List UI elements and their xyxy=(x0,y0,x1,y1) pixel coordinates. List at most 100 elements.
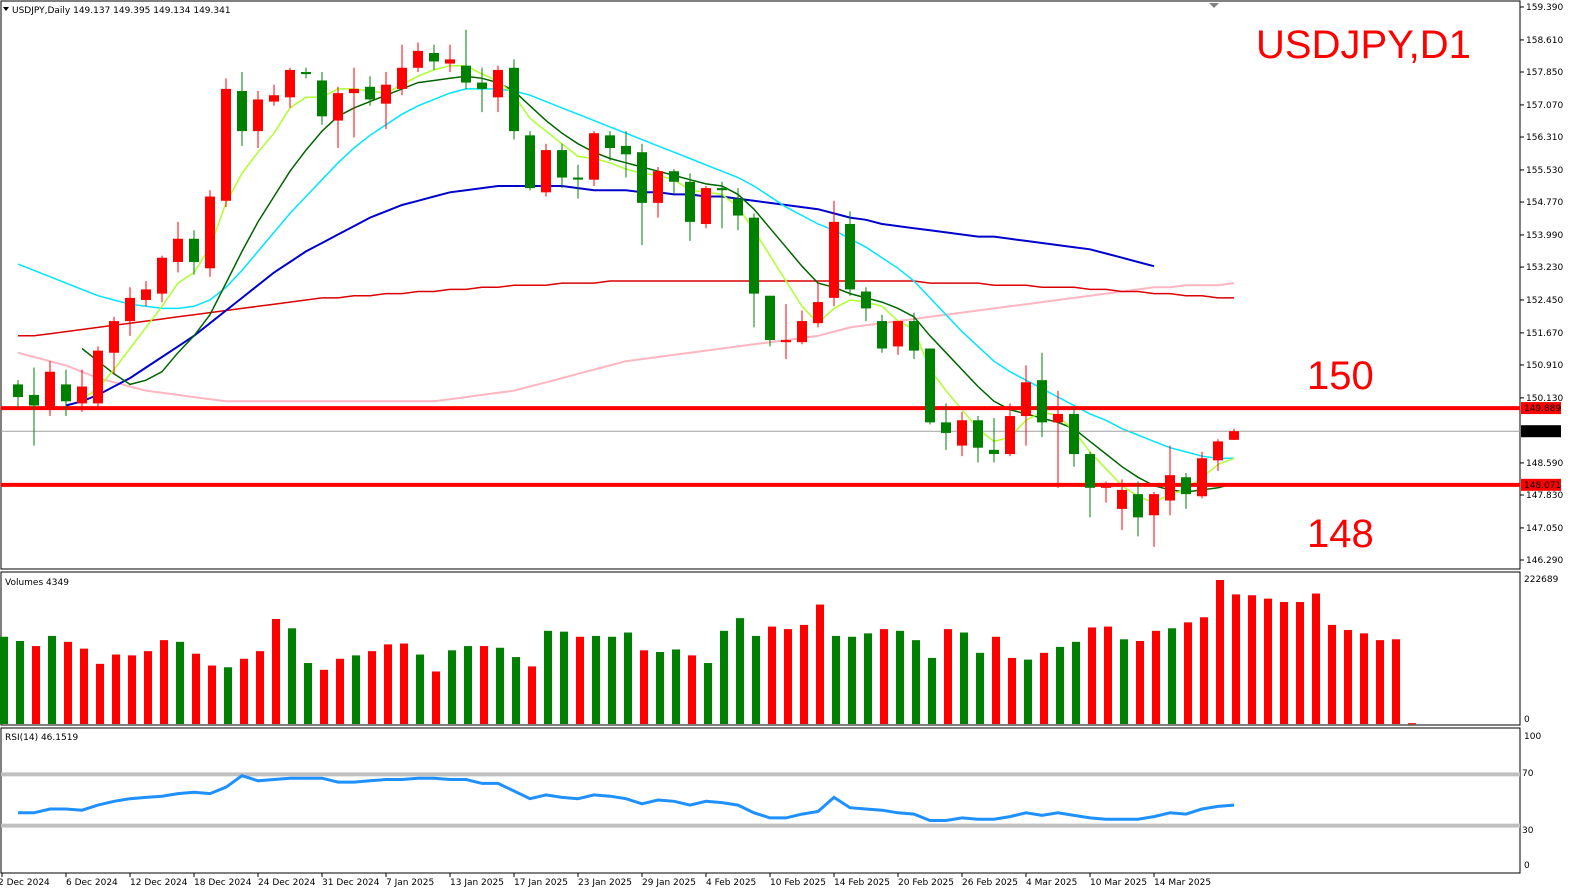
volume-bar xyxy=(32,646,40,724)
candle-body xyxy=(653,171,663,203)
price-tick-label: 158.610 xyxy=(1526,36,1563,46)
candle-body xyxy=(525,135,535,189)
candle-body xyxy=(557,150,567,178)
volume-bar xyxy=(1040,652,1048,724)
date-tick-label: 17 Jan 2025 xyxy=(514,878,568,888)
volume-bar xyxy=(1232,594,1240,724)
price-panel[interactable] xyxy=(0,0,1521,570)
rsi-line xyxy=(18,774,1235,822)
candle-body xyxy=(989,449,999,455)
volume-bar xyxy=(1264,598,1272,724)
candle-body xyxy=(1181,477,1191,495)
candle-body xyxy=(621,145,631,155)
rsi-label: RSI(14) 46.1519 xyxy=(5,733,78,743)
candle-body xyxy=(1117,489,1127,509)
candle-body xyxy=(1149,494,1159,516)
price-tick-label: 152.450 xyxy=(1526,296,1563,306)
volume-bar xyxy=(736,618,744,724)
date-tick-label: 4 Mar 2025 xyxy=(1026,878,1077,888)
volume-bar xyxy=(208,665,216,724)
volume-bar xyxy=(976,652,984,724)
date-tick-label: 10 Mar 2025 xyxy=(1090,878,1147,888)
date-tick-label: 20 Feb 2025 xyxy=(898,878,954,888)
candle-body xyxy=(701,188,711,224)
date-axis: 2 Dec 2024 6 Dec 2024 12 Dec 2024 18 Dec 20… xyxy=(0,873,1211,888)
volume-bar xyxy=(368,651,376,724)
candle-body xyxy=(1213,441,1223,461)
rsi-tick-70: 70 xyxy=(1522,769,1534,779)
candle-body xyxy=(589,133,599,180)
candle-body xyxy=(429,53,439,62)
volume-bar xyxy=(288,628,296,724)
scroll-marker-icon[interactable] xyxy=(1209,3,1219,8)
candle-body xyxy=(733,198,743,216)
candle-body xyxy=(205,196,215,269)
candle-body xyxy=(317,80,327,117)
candle-body xyxy=(189,238,199,262)
volume-bar xyxy=(1152,630,1160,724)
price-tick-label: 148.590 xyxy=(1526,459,1563,469)
candle-body xyxy=(957,420,967,446)
date-tick-label: 10 Feb 2025 xyxy=(770,878,826,888)
volume-bar xyxy=(96,663,104,724)
volume-bar xyxy=(640,650,648,724)
volume-bar xyxy=(176,641,184,724)
price-tag-bg xyxy=(1521,402,1561,415)
price-tick-label: 147.830 xyxy=(1526,491,1563,501)
symbol-dropdown-icon[interactable] xyxy=(3,7,9,11)
current-price-tag-bg xyxy=(1521,425,1561,438)
volume-bar xyxy=(480,646,488,724)
volume-bar xyxy=(528,666,536,724)
horizontal-levels[interactable]: 149.889 148.071 149.341 xyxy=(1,402,1561,491)
volume-bar xyxy=(944,629,952,724)
candle-body xyxy=(477,82,487,89)
candle-body xyxy=(141,289,151,300)
price-tag-bg xyxy=(1521,478,1561,491)
volume-bar xyxy=(768,626,776,724)
candle-body xyxy=(445,59,455,64)
price-tag-label: 148.071 xyxy=(1524,481,1561,491)
volume-bar xyxy=(1344,629,1352,724)
candle-body xyxy=(813,302,823,324)
volume-bar xyxy=(64,641,72,724)
price-tick-label: 159.390 xyxy=(1526,3,1563,13)
volume-bar xyxy=(912,640,920,724)
volume-bar xyxy=(240,658,248,724)
candle-body xyxy=(13,384,23,398)
volume-bar xyxy=(1120,639,1128,724)
date-tick-label: 24 Dec 2024 xyxy=(258,878,316,888)
candle-body xyxy=(493,69,503,98)
volume-bar xyxy=(816,604,824,724)
candle-body xyxy=(61,384,71,402)
candle-body xyxy=(237,91,247,132)
candle-body xyxy=(1197,458,1207,497)
volume-bar xyxy=(1136,640,1144,724)
candle-body xyxy=(301,72,311,75)
date-tick-label: 4 Feb 2025 xyxy=(706,878,756,888)
volume-bar xyxy=(1072,641,1080,724)
annotation-148: 148 xyxy=(1307,512,1374,556)
date-tick-label: 26 Feb 2025 xyxy=(962,878,1018,888)
ma-pink-line xyxy=(17,282,1235,403)
volume-bar xyxy=(688,655,696,724)
volume-bar xyxy=(1328,624,1336,724)
volume-bar xyxy=(112,654,120,724)
volume-bar xyxy=(432,671,440,724)
date-tick-label: 23 Jan 2025 xyxy=(578,878,632,888)
candle-body xyxy=(541,150,551,193)
volume-bar xyxy=(800,624,808,724)
price-axis: 159.390 158.610 157.850 157.070 156.310 155.5… xyxy=(1520,3,1563,566)
price-tick-label: 146.290 xyxy=(1526,556,1563,566)
price-tick-label: 150.910 xyxy=(1526,361,1563,371)
date-tick-label: 14 Mar 2025 xyxy=(1154,878,1211,888)
price-tick-label: 155.530 xyxy=(1526,166,1563,176)
volume-bar xyxy=(1248,595,1256,724)
candle-body xyxy=(685,181,695,222)
volume-bar xyxy=(1088,627,1096,724)
candle-body xyxy=(173,238,183,262)
rsi-panel[interactable] xyxy=(0,727,1521,874)
candle-body xyxy=(845,223,855,290)
date-tick-label: 2 Dec 2024 xyxy=(0,878,50,888)
volume-bar xyxy=(352,655,360,724)
